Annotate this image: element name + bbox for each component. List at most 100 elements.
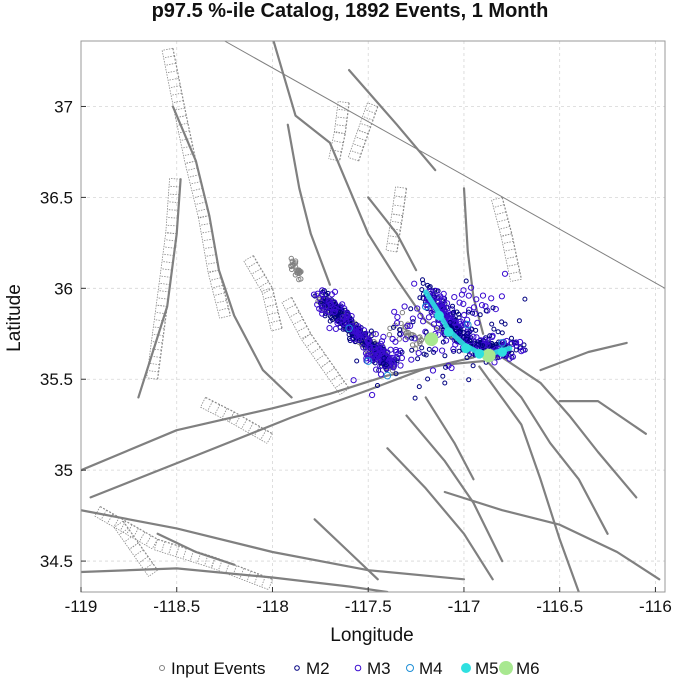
legend: Input Events M2 M3 M4 M5 M6 [159,659,540,678]
legend-item-m4: M4 [406,659,443,678]
hatched-fault-3 [347,102,379,162]
x-tick-label-6: -116 [639,597,672,616]
series-m6 [424,332,496,363]
m3-point [341,321,348,328]
m3-point [473,334,480,341]
m2-point [463,278,469,284]
m3-point [310,291,318,298]
fault-4 [81,567,389,592]
m3-point [390,354,397,361]
m2-point [509,335,514,341]
m2-point [399,349,405,355]
m2-point [409,347,415,353]
m3-point [355,331,362,338]
m3-point [470,333,477,340]
input-event-point [405,329,411,336]
m4-point [421,302,430,311]
fault-20 [137,178,182,399]
m3-point [364,338,371,345]
m3-point [420,318,427,325]
m3-point [409,315,416,322]
m2-point [383,362,389,368]
m2-point [465,309,471,315]
x-tick-label-3: -117.5 [345,597,392,616]
m2-point [509,350,515,356]
m2-point [431,349,437,355]
m2-point [458,329,463,335]
legend-item-m6: M6 [499,659,540,678]
m3-point [360,344,367,351]
m3-point [429,367,437,374]
boundary-line [224,41,665,289]
m2-point [461,330,467,336]
m2-point [442,380,448,386]
m3-point [472,310,479,317]
legend-item-m2: M2 [294,659,330,678]
m3-point [456,299,463,306]
m3-point [500,338,507,345]
m3-point [433,287,440,295]
m5-point [461,343,471,354]
m2-point [490,305,496,311]
m3-point [360,327,368,334]
m3-point [440,290,447,297]
fault-2 [89,356,475,499]
m3-point [470,304,478,311]
m2-point [354,358,360,364]
m3-point [375,357,382,364]
input-event-point [296,276,302,283]
m3-point [468,284,475,291]
m3-point [393,348,400,356]
input-event-point [295,267,301,274]
m3-point [474,319,481,326]
m2-point [473,327,479,333]
input-event-point [417,340,423,347]
m2-point [425,376,431,382]
m2-point [490,342,496,348]
m3-point [489,332,496,339]
m3-point [377,371,385,378]
m3-point [443,311,450,318]
m3-point [335,318,342,325]
m2-point [368,328,374,334]
m2-point [409,335,415,341]
m3-point [366,343,373,350]
m2-point [391,324,396,330]
fault-11 [405,414,504,563]
m3-point [425,314,432,321]
m2-point [495,355,501,361]
input-event-point [404,333,410,339]
m3-point [314,301,321,308]
m5-point [497,347,508,357]
m2-point [464,355,470,361]
fault-9 [485,360,609,535]
m2-point [426,346,432,352]
m3-point [433,325,440,332]
m2-point [442,353,448,359]
m4-point [345,324,353,333]
y-tick-label-0: 34.5 [40,552,73,571]
m4-point [464,320,472,329]
m3-point [492,306,499,313]
m2-point [499,330,505,336]
input-event-point [386,332,393,338]
m3-point [364,331,371,338]
input-event-point [418,337,424,344]
m3-point [322,296,329,303]
m2-point [447,320,453,325]
fault-13 [424,396,475,481]
m3-point [415,350,422,357]
plot-area [80,40,666,593]
m3-point [318,291,326,298]
m3-point [465,292,472,299]
m4-point [498,339,507,347]
m5-point [443,327,454,337]
m3-point [455,318,463,325]
m3-point [373,366,380,373]
m6-point [482,348,496,363]
m2-point [380,361,386,366]
m3-point [501,270,509,277]
m3-point [319,310,326,317]
m2-point [423,352,429,358]
